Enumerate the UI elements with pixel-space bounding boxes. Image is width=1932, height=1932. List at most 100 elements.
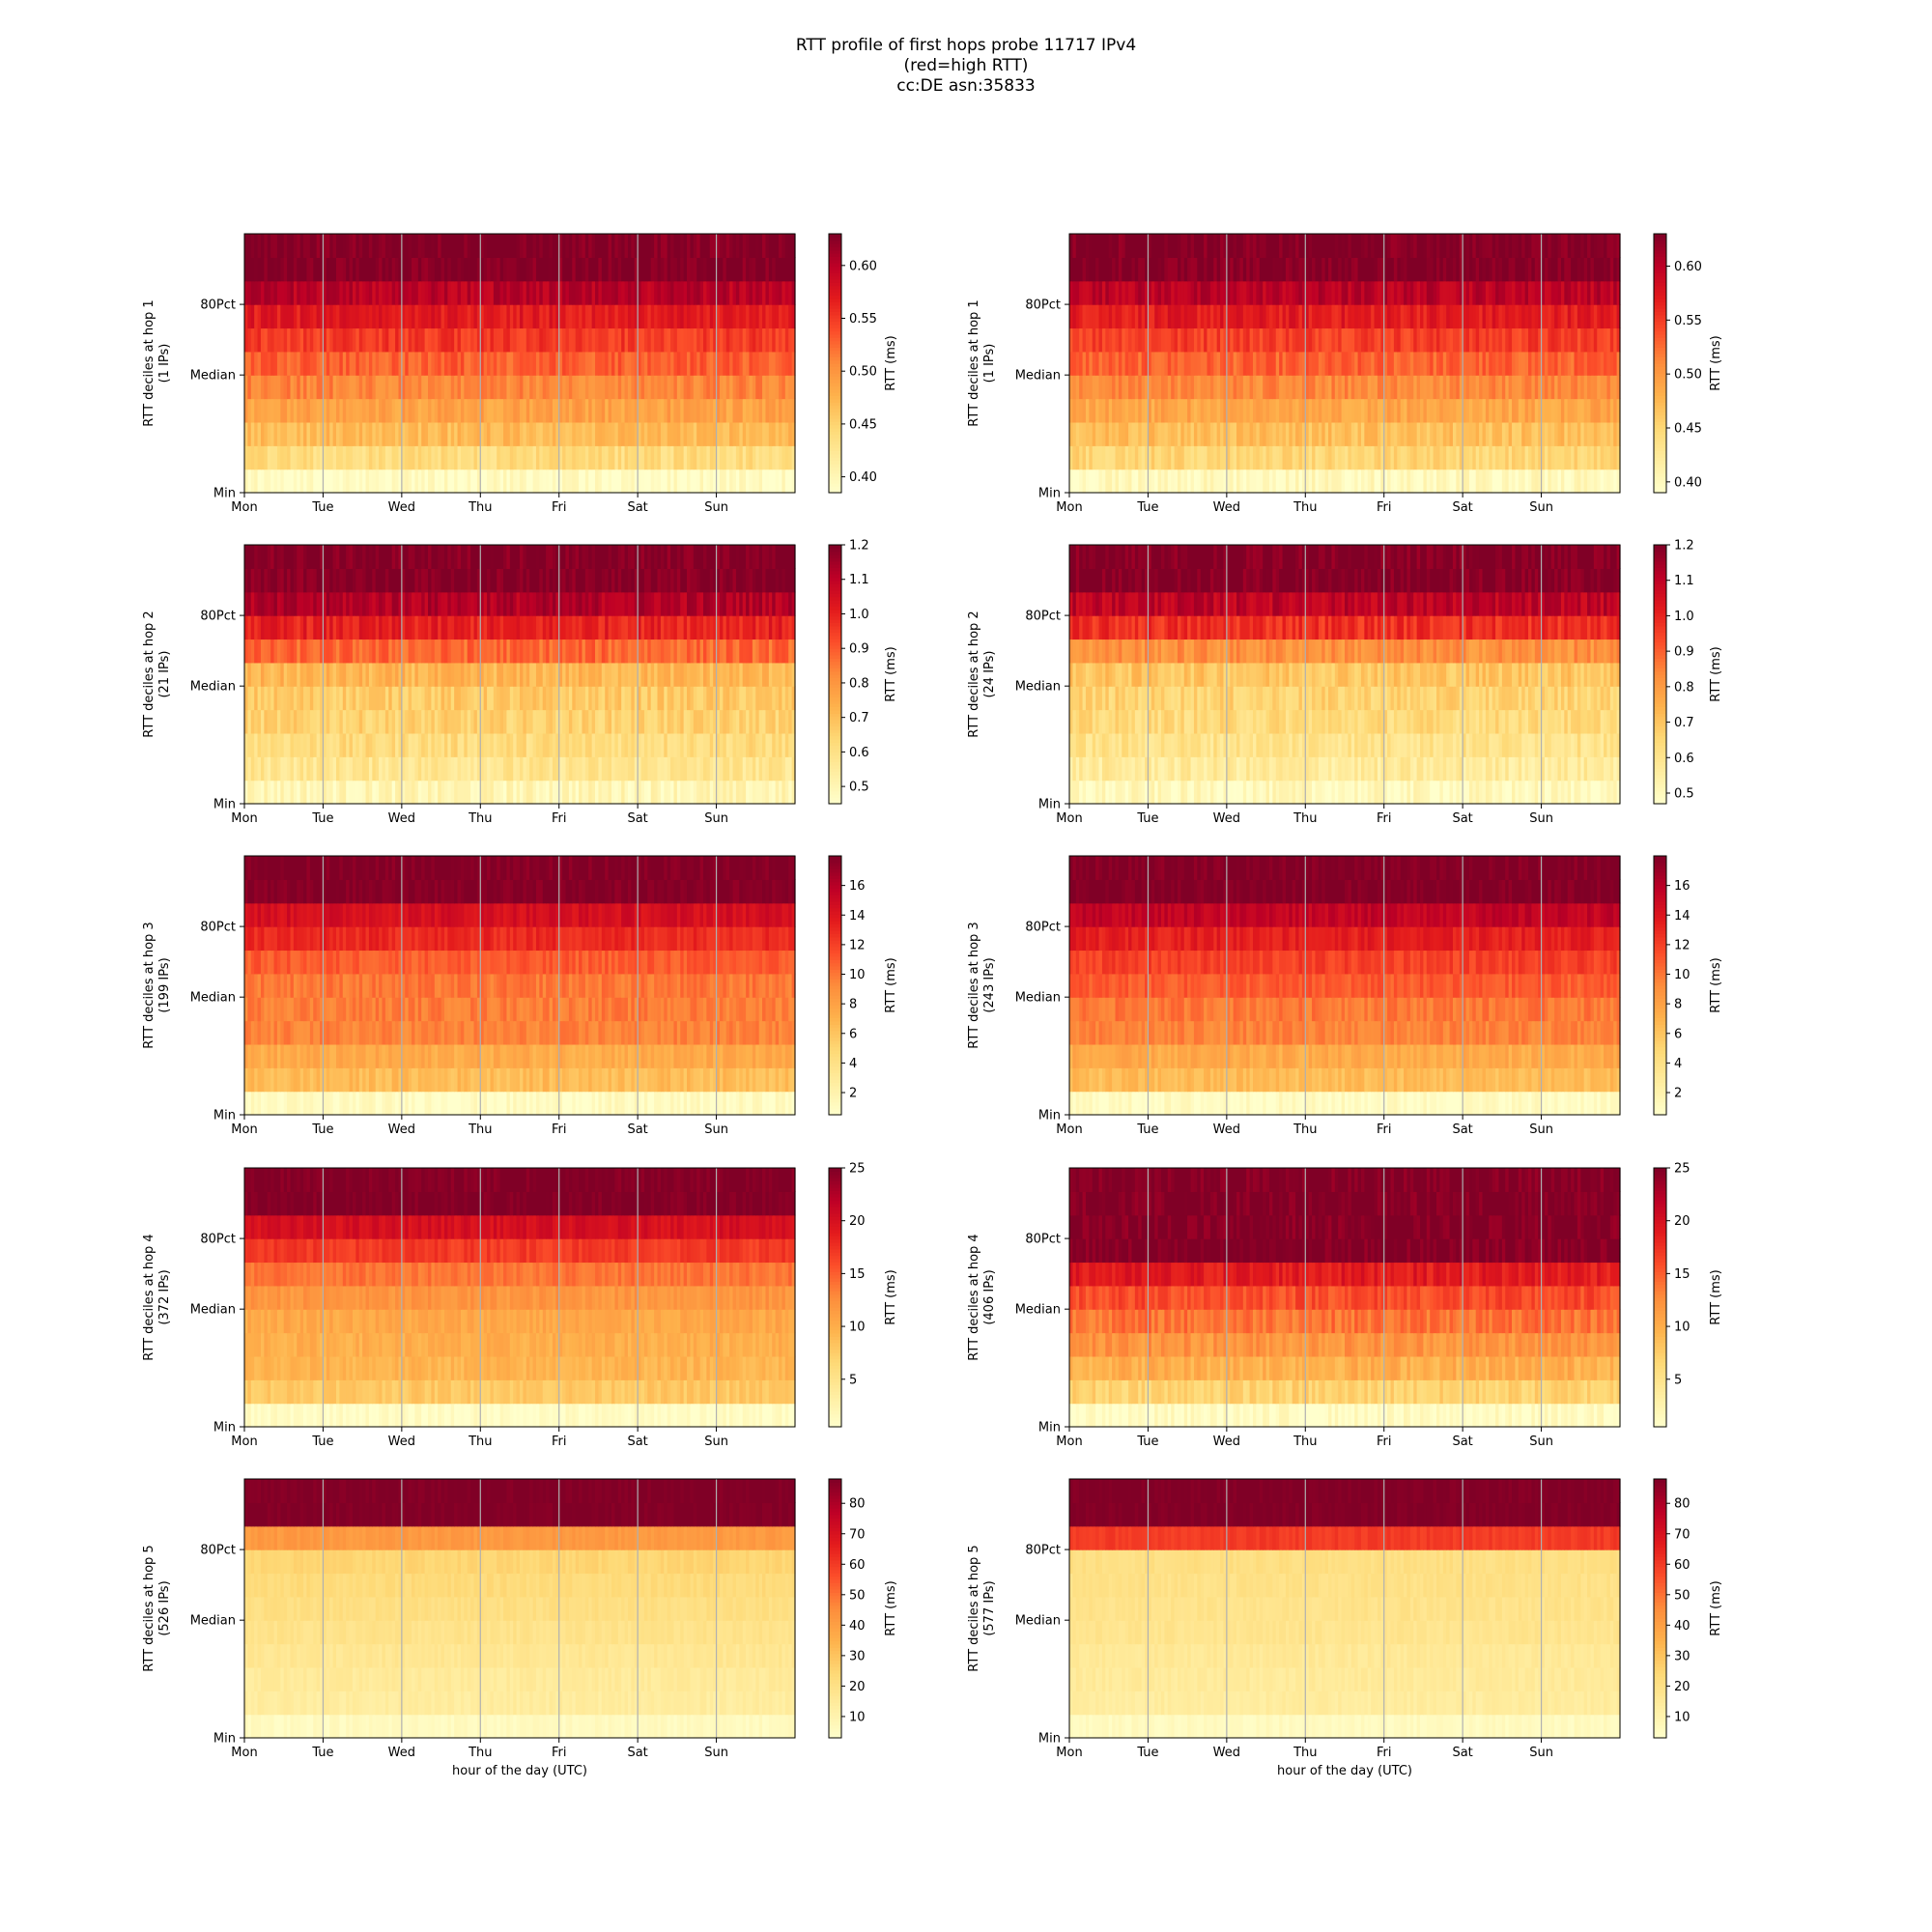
heatmap-cell [788,375,793,400]
heatmap-cell [693,398,697,423]
heatmap-cell [1485,351,1490,376]
heatmap-cell [329,327,334,353]
heatmap-cell [320,398,325,423]
heatmap-cell [758,421,763,446]
heatmap-cell [260,732,265,757]
heatmap-cell [1439,327,1444,353]
heatmap-cell [591,662,596,687]
heatmap-cell [696,327,701,353]
heatmap-cell [788,445,793,470]
heatmap-cell [443,756,448,781]
heatmap-cell [454,234,459,258]
heatmap-cell [687,398,692,423]
heatmap-cell [1177,304,1181,329]
heatmap-cell [467,421,471,446]
heatmap-cell [696,756,701,781]
heatmap-cell [660,421,665,446]
heatmap-cell [309,469,314,494]
heatmap-cell [1416,327,1421,353]
heatmap-cell [375,421,380,446]
heatmap-cell [329,421,334,446]
heatmap-cell [428,469,432,494]
heatmap-cell [1521,234,1526,258]
heatmap-cell [752,304,756,329]
heatmap-cell [487,375,492,400]
heatmap-cell [1246,375,1251,400]
heatmap-cell [421,280,426,305]
heatmap-cell [614,375,619,400]
heatmap-cell [509,375,514,400]
heatmap-cell [424,421,429,446]
heatmap-cell [316,304,321,329]
heatmap-cell [706,351,711,376]
heatmap-cell [342,445,347,470]
heatmap-cell [443,304,448,329]
heatmap-cell [535,709,540,734]
heatmap-cell [765,398,770,423]
heatmap-cell [703,398,707,423]
heatmap-cell [382,375,386,400]
heatmap-cell [365,421,370,446]
heatmap-cell [1600,375,1605,400]
heatmap-cell [1508,445,1513,470]
heatmap-cell [713,445,718,470]
heatmap-cell [673,375,678,400]
heatmap-cell [250,445,255,470]
heatmap-cell [362,421,367,446]
heatmap-cell [614,686,619,711]
heatmap-cell [1292,234,1296,258]
heatmap-cell [1360,234,1365,258]
heatmap-cell [709,469,714,494]
heatmap-cell [660,756,665,781]
heatmap-cell [614,234,619,258]
heatmap-cell [1246,257,1251,282]
heatmap-cell [725,445,730,470]
heatmap-cell [680,469,685,494]
heatmap-cell [725,398,730,423]
heatmap-cell [775,351,780,376]
heatmap-cell [313,469,318,494]
heatmap-cell [1256,280,1261,305]
heatmap-cell [247,398,252,423]
heatmap-cell [431,756,436,781]
x-tick-label: Sat [1452,500,1472,515]
heatmap-cell [303,469,308,494]
heatmap-cell [546,304,551,329]
heatmap-cell [438,375,442,400]
heatmap-cell [1315,469,1320,494]
heatmap-cell [627,469,632,494]
heatmap-cell [490,732,495,757]
heatmap-cell [1498,304,1503,329]
heatmap-cell [1521,375,1526,400]
heatmap-cell [1315,421,1320,446]
heatmap-cell [493,469,497,494]
heatmap-cell [270,327,275,353]
heatmap-cell [375,375,380,400]
heatmap-cell [499,686,504,711]
heatmap-cell [719,280,724,305]
heatmap-cell [562,445,567,470]
heatmap-cell [1430,469,1435,494]
heatmap-cell [755,445,760,470]
heatmap-cell [316,686,321,711]
heatmap-cell [509,421,514,446]
heatmap-cell [1498,398,1503,423]
heatmap-cell [788,780,793,805]
heatmap-cell [598,398,603,423]
heatmap-cell [775,780,780,805]
heatmap-cell [467,732,471,757]
heatmap-cell [267,375,271,400]
heatmap-cell [584,398,589,423]
heatmap-cell [339,709,344,734]
heatmap-cell [283,756,288,781]
heatmap-cell [1348,304,1352,329]
heatmap-cell [775,445,780,470]
heatmap-cell [1590,304,1595,329]
heatmap-cell [535,375,540,400]
heatmap-cell [1200,375,1205,400]
heatmap-cell [1338,445,1343,470]
heatmap-cell [270,257,275,282]
heatmap-cell [299,421,304,446]
heatmap-cell [529,445,534,470]
heatmap-cell [549,421,554,446]
